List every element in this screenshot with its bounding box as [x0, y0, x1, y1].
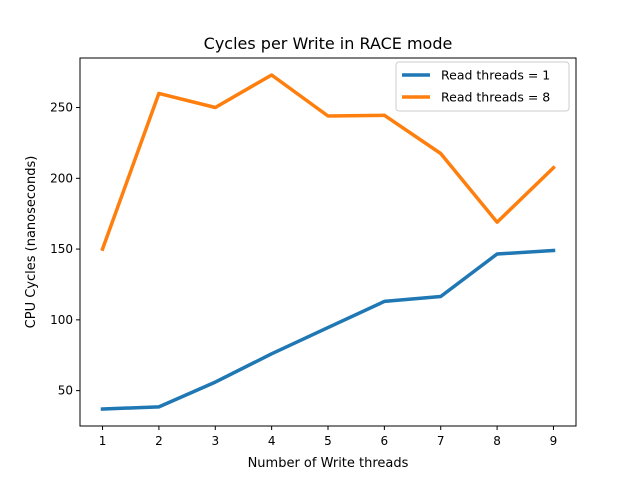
x-tick-label: 2	[155, 434, 163, 448]
legend-label-1: Read threads = 1	[441, 68, 550, 83]
y-tick-label: 100	[50, 313, 73, 327]
y-axis-label: CPU Cycles (nanoseconds)	[24, 156, 39, 329]
legend: Read threads = 1 Read threads = 8	[395, 61, 570, 112]
plot-area	[100, 73, 556, 411]
y-tick-label: 250	[50, 101, 73, 115]
series-line-2	[100, 73, 556, 252]
y-tick-label: 200	[50, 171, 73, 185]
x-tick-label: 4	[268, 434, 276, 448]
chart-title: Cycles per Write in RACE mode	[204, 34, 453, 53]
x-tick-label: 6	[381, 434, 389, 448]
y-tick-label: 50	[58, 384, 73, 398]
x-tick-label: 8	[493, 434, 501, 448]
x-tick-label: 7	[437, 434, 445, 448]
x-axis: 1 2 3 4 5 6 7 8 9	[99, 426, 558, 448]
x-tick-label: 3	[211, 434, 219, 448]
legend-label-2: Read threads = 8	[441, 90, 550, 105]
y-tick-label: 150	[50, 242, 73, 256]
plot-frame	[79, 57, 577, 427]
legend-box	[395, 61, 570, 112]
series-line-1	[100, 248, 556, 411]
x-tick-label: 1	[99, 434, 107, 448]
x-axis-label: Number of Write threads	[248, 456, 409, 471]
x-tick-label: 9	[550, 434, 558, 448]
y-axis: 50 100 150 200 250	[50, 101, 80, 398]
x-tick-label: 5	[324, 434, 332, 448]
